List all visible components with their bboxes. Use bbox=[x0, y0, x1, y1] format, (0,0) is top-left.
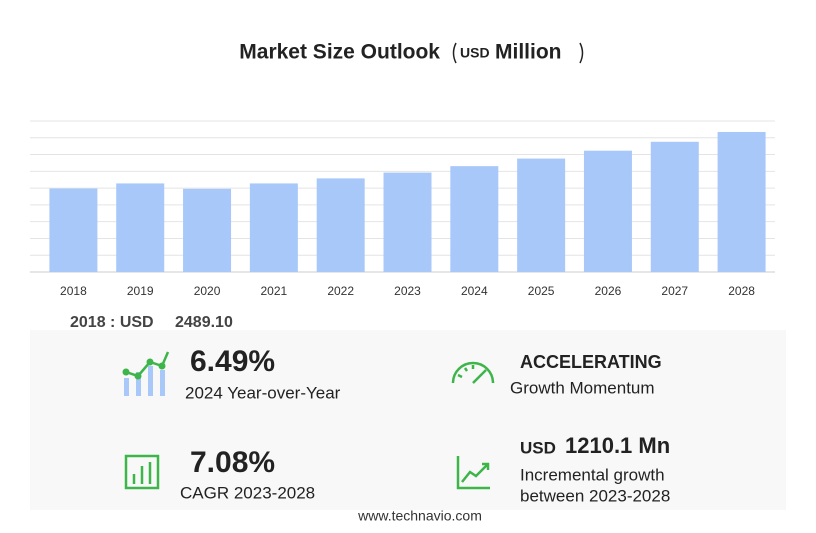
bar bbox=[183, 188, 232, 272]
bar bbox=[116, 183, 165, 272]
x-tick-label: 2021 bbox=[261, 284, 288, 298]
base-label: 2018 : USD bbox=[70, 314, 154, 331]
bar bbox=[49, 188, 98, 272]
x-tick-label: 2022 bbox=[327, 284, 354, 298]
kpi-label: 2024 Year-over-Year bbox=[185, 383, 341, 402]
bar bbox=[249, 183, 298, 272]
kpi-label: Incremental growth bbox=[520, 465, 665, 484]
x-tick-label: 2027 bbox=[661, 284, 688, 298]
kpi-label: Growth Momentum bbox=[510, 378, 655, 397]
x-tick-label: 2020 bbox=[194, 284, 221, 298]
kpi-value: 7.08% bbox=[190, 446, 275, 479]
icon-cagr bbox=[124, 454, 160, 490]
bar bbox=[450, 166, 499, 272]
icon-yoy bbox=[122, 351, 170, 396]
kpi-currency: USD bbox=[520, 438, 556, 457]
bar bbox=[583, 150, 632, 272]
title-unit: Million bbox=[495, 41, 562, 64]
x-tick-label: 2028 bbox=[728, 284, 755, 298]
bar bbox=[316, 178, 365, 272]
bar bbox=[650, 141, 699, 272]
x-tick-label: 2025 bbox=[528, 284, 555, 298]
paren bbox=[579, 42, 584, 64]
base-value: 2489.10 bbox=[175, 314, 233, 331]
kpi-label: CAGR 2023-2028 bbox=[180, 483, 315, 502]
x-tick-label: 2023 bbox=[394, 284, 421, 298]
x-tick-label: 2018 bbox=[60, 284, 87, 298]
chart-title: Market Size Outlook bbox=[239, 41, 440, 64]
kpi-value: 6.49% bbox=[190, 345, 275, 378]
x-tick-label: 2024 bbox=[461, 284, 488, 298]
x-tick-label: 2019 bbox=[127, 284, 154, 298]
title-currency: USD bbox=[460, 45, 490, 61]
bar bbox=[517, 158, 566, 272]
kpi-panel bbox=[30, 330, 786, 510]
footer: www.technavio.com bbox=[357, 508, 482, 524]
x-tick-label: 2026 bbox=[595, 284, 622, 298]
kpi-value: 1210.1 Mn bbox=[565, 433, 670, 458]
bar bbox=[383, 172, 432, 272]
icon-incremental bbox=[456, 456, 490, 490]
paren bbox=[452, 42, 457, 64]
kpi-label: between 2023-2028 bbox=[520, 486, 670, 505]
kpi-value: ACCELERATING bbox=[520, 352, 662, 372]
icon-gauge bbox=[451, 361, 495, 384]
bar bbox=[717, 131, 766, 272]
